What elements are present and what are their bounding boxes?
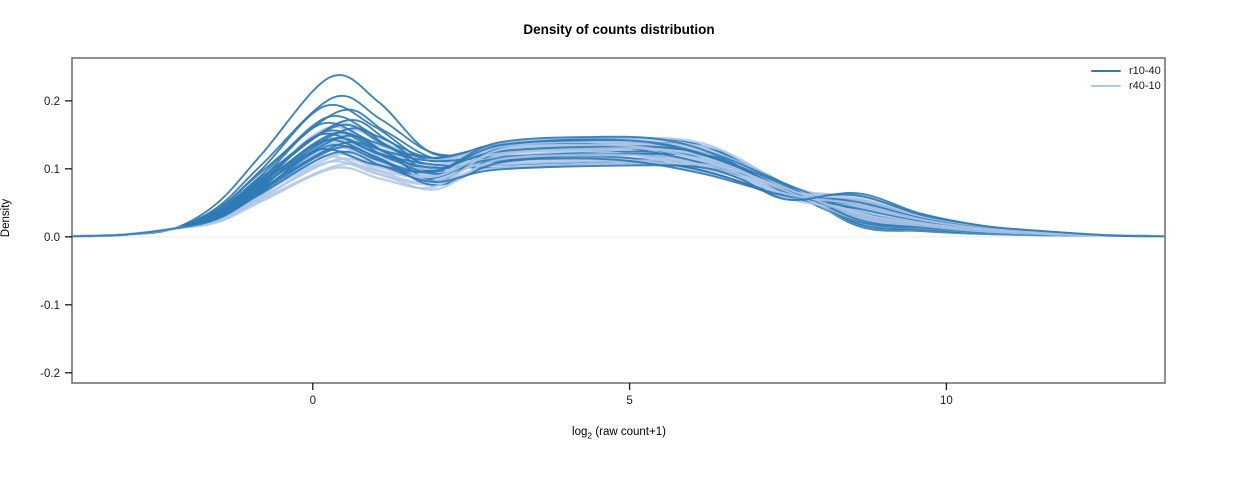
x-axis-label: log2 (raw count+1): [0, 426, 1238, 440]
y-tick-label: 0.2: [44, 96, 60, 108]
density-curve-r10-40: [71, 108, 1165, 238]
y-tick-label: -0.2: [40, 368, 60, 380]
legend-item-r10-40: r10-40: [1091, 65, 1161, 77]
x-axis-label-pre: log: [572, 426, 588, 438]
density-curve-r10-40: [71, 114, 1165, 238]
x-axis-label-post: (raw count+1): [592, 426, 666, 438]
y-tick-label: 0.0: [44, 232, 60, 244]
legend: r10-40 r40-10: [1091, 65, 1161, 92]
plot-border: [71, 57, 1166, 384]
x-axis-label-sub: 2: [587, 430, 593, 441]
legend-label: r10-40: [1129, 65, 1161, 77]
y-tick-label: 0.1: [44, 164, 60, 176]
x-tick-label: 0: [310, 395, 316, 407]
density-curve-r40-10: [70, 143, 1165, 238]
y-tick-label: -0.1: [40, 300, 60, 312]
density-curve-r10-40: [71, 103, 1165, 238]
x-tick-label: 10: [940, 395, 953, 407]
legend-label: r40-10: [1129, 80, 1161, 92]
legend-line-swatch-light: [1091, 84, 1121, 88]
legend-item-r40-10: r40-10: [1091, 80, 1161, 92]
chart-title: Density of counts distribution: [523, 22, 715, 37]
legend-line-swatch-dark: [1091, 69, 1121, 73]
x-tick-label: 5: [626, 395, 632, 407]
y-axis-label: Density: [0, 198, 12, 238]
density-curve-r10-40: [71, 150, 1165, 238]
